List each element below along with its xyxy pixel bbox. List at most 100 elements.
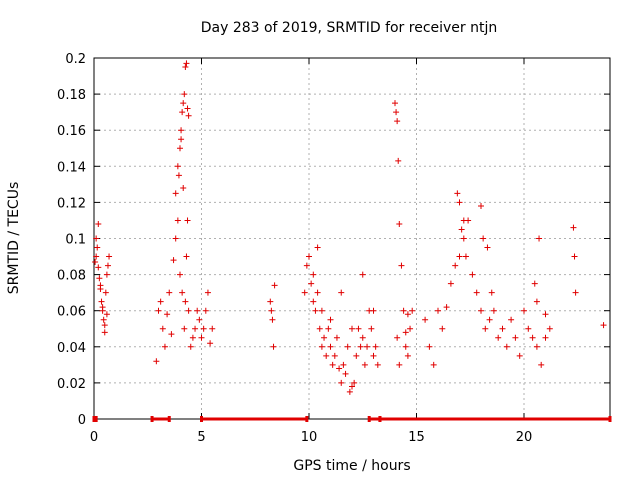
data-point bbox=[482, 325, 489, 332]
data-point bbox=[182, 64, 189, 71]
data-point bbox=[529, 334, 536, 341]
data-point bbox=[508, 316, 515, 323]
data-point bbox=[338, 289, 345, 296]
data-point bbox=[357, 343, 364, 350]
chart-title: Day 283 of 2019, SRMTID for receiver ntj… bbox=[201, 20, 498, 36]
data-point bbox=[97, 282, 104, 289]
y-axis-label: SRMTID / TECUs bbox=[6, 182, 22, 295]
zero-value-points bbox=[200, 416, 309, 422]
data-point bbox=[542, 311, 549, 318]
data-point bbox=[161, 343, 168, 350]
data-point bbox=[204, 289, 211, 296]
data-point bbox=[342, 370, 349, 377]
data-point bbox=[99, 304, 106, 311]
data-point bbox=[395, 157, 402, 164]
data-point bbox=[346, 388, 353, 395]
data-point bbox=[323, 352, 330, 359]
x-tick-label: 20 bbox=[516, 430, 533, 445]
data-point bbox=[364, 343, 371, 350]
data-point bbox=[570, 224, 577, 231]
data-point bbox=[396, 361, 403, 368]
data-point bbox=[325, 325, 332, 332]
data-point bbox=[336, 365, 343, 372]
data-point bbox=[321, 334, 328, 341]
y-tick-label: 0.14 bbox=[57, 160, 86, 175]
zero-value-points bbox=[367, 416, 382, 422]
data-point bbox=[533, 298, 540, 305]
data-point bbox=[458, 226, 465, 233]
data-points bbox=[92, 60, 612, 422]
data-point bbox=[338, 379, 345, 386]
data-point bbox=[460, 235, 467, 242]
data-point bbox=[185, 112, 192, 119]
data-point bbox=[398, 262, 405, 269]
data-point bbox=[368, 325, 375, 332]
data-point bbox=[303, 262, 310, 269]
data-point bbox=[269, 316, 276, 323]
zero-value-points bbox=[150, 416, 171, 422]
data-point bbox=[525, 325, 532, 332]
data-point bbox=[202, 307, 209, 314]
data-point bbox=[422, 316, 429, 323]
data-point bbox=[180, 100, 187, 107]
data-point bbox=[92, 258, 99, 265]
x-tick-label: 0 bbox=[90, 430, 98, 445]
data-point bbox=[542, 334, 549, 341]
data-point bbox=[478, 203, 484, 210]
data-point bbox=[327, 316, 334, 323]
zero-value-points bbox=[92, 416, 98, 422]
data-point bbox=[179, 109, 186, 116]
data-point bbox=[473, 289, 480, 296]
data-point bbox=[267, 298, 274, 305]
data-point bbox=[454, 190, 461, 197]
data-point bbox=[394, 334, 401, 341]
data-point bbox=[349, 383, 355, 390]
data-point bbox=[404, 311, 411, 318]
y-tick-label: 0.08 bbox=[57, 269, 86, 284]
data-point bbox=[469, 271, 476, 278]
data-point bbox=[521, 307, 527, 314]
data-point bbox=[370, 307, 377, 314]
data-point bbox=[349, 325, 355, 332]
data-point bbox=[486, 316, 493, 323]
data-point bbox=[166, 289, 173, 296]
data-point bbox=[164, 311, 171, 318]
data-point bbox=[185, 307, 192, 314]
data-point bbox=[196, 316, 203, 323]
data-point bbox=[370, 352, 377, 359]
data-point bbox=[327, 343, 334, 350]
data-point bbox=[344, 343, 351, 350]
data-point bbox=[538, 361, 545, 368]
data-point bbox=[103, 271, 110, 278]
data-point bbox=[198, 334, 205, 341]
data-point bbox=[106, 253, 113, 260]
data-point bbox=[192, 325, 199, 332]
y-tick-label: 0.18 bbox=[57, 88, 86, 103]
data-point bbox=[177, 145, 183, 152]
y-tick-label: 0.12 bbox=[57, 196, 86, 211]
data-point bbox=[512, 334, 519, 341]
plot-frame bbox=[93, 57, 611, 420]
data-point bbox=[178, 136, 185, 143]
data-point bbox=[503, 343, 510, 350]
data-point bbox=[102, 289, 109, 296]
y-tick-label: 0.16 bbox=[57, 124, 86, 139]
y-axis-ticks: 0 0.02 0.04 0.06 0.08 0.1 0.12 0.14 0.16 0.18 0.2 bbox=[57, 52, 610, 428]
data-point bbox=[96, 275, 103, 282]
data-point bbox=[480, 235, 487, 242]
data-point bbox=[495, 334, 502, 341]
data-point bbox=[314, 289, 321, 296]
data-point bbox=[318, 343, 325, 350]
data-point bbox=[404, 352, 411, 359]
y-tick-label: 0.2 bbox=[65, 52, 86, 67]
data-point bbox=[402, 343, 409, 350]
data-point bbox=[100, 316, 107, 323]
data-point bbox=[318, 307, 325, 314]
data-point bbox=[207, 340, 214, 347]
y-tick-label: 0.04 bbox=[57, 341, 86, 356]
x-axis-label: GPS time / hours bbox=[293, 458, 410, 474]
data-point bbox=[396, 221, 403, 228]
data-point bbox=[179, 289, 186, 296]
data-point bbox=[430, 361, 437, 368]
data-point bbox=[359, 271, 366, 278]
